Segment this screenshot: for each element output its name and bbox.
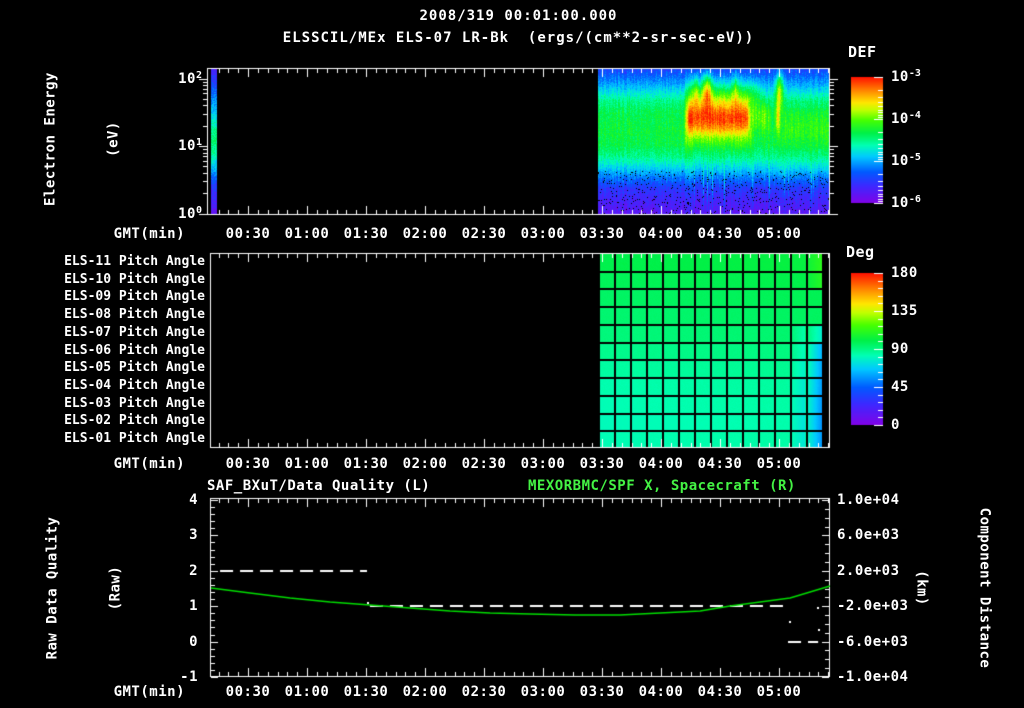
x-tick-label: 01:00 <box>284 226 330 242</box>
energy-tick-label: 102 <box>178 69 202 87</box>
x-tick-label: 02:00 <box>402 226 448 242</box>
energy-tick-label: 101 <box>178 137 202 154</box>
x-tick-label: 01:00 <box>284 456 330 472</box>
quality-y-tick-label: 4 <box>189 492 198 508</box>
def-colorbar-title: DEF <box>848 43 877 61</box>
pitch-row-label: ELS-05 Pitch Angle <box>64 360 205 376</box>
quality-y-tick-label: 2 <box>189 562 198 579</box>
pitch-row-label: ELS-08 Pitch Angle <box>64 307 205 323</box>
x-tick-label: 00:30 <box>225 456 271 472</box>
raw-data-quality-axis-label: Raw Data Quality (Raw) <box>1 517 148 660</box>
plot-title: ELSSCIL/MEx ELS-07 LR-Bk (ergs/(cm**2-sr… <box>282 30 755 46</box>
energy-tick-label: 100 <box>178 204 202 222</box>
x-tick-label: 03:00 <box>520 226 566 242</box>
distance-y-tick-label: -2.0e+03 <box>837 598 909 615</box>
quality-y-tick-label: 0 <box>189 633 198 650</box>
quality-right-title: MEXORBMC/SPF X, Spacecraft (R) <box>528 478 796 494</box>
pitch-row-label: ELS-06 Pitch Angle <box>64 342 205 358</box>
distance-y-tick-label: 1.0e+04 <box>837 492 900 508</box>
x-tick-label: 04:30 <box>697 226 743 242</box>
x-tick-label: 02:30 <box>461 226 507 242</box>
quality-y-tick-label: -1 <box>180 669 198 685</box>
x-tick-label: 02:00 <box>402 456 448 472</box>
electron-energy-axis-label: Electron Energy (eV) <box>0 72 146 206</box>
x-tick-label: 01:30 <box>343 456 389 472</box>
gmt-label-spectrogram: GMT(min) <box>113 226 185 242</box>
x-tick-label: 04:00 <box>638 684 684 700</box>
pitch-row-label: ELS-09 Pitch Angle <box>64 289 205 305</box>
def-colorbar-tick-label: 10-3 <box>891 68 921 85</box>
timestamp: 2008/319 00:01:00.000 <box>419 8 618 24</box>
distance-y-tick-label: 2.0e+03 <box>837 562 900 579</box>
pitch-row-label: ELS-10 Pitch Angle <box>64 271 205 287</box>
pitch-row-label: ELS-01 Pitch Angle <box>64 431 205 447</box>
x-tick-label: 00:30 <box>225 226 271 242</box>
x-tick-label: 04:30 <box>697 684 743 700</box>
gmt-label-pitch: GMT(min) <box>113 456 185 472</box>
x-tick-label: 02:30 <box>461 456 507 472</box>
quality-y-tick-label: 1 <box>189 598 198 615</box>
pitch-row-label: ELS-04 Pitch Angle <box>64 377 205 393</box>
raw-data-quality-axis-label-line2: (Raw) <box>107 565 124 611</box>
x-tick-label: 01:30 <box>343 226 389 242</box>
x-tick-label: 02:00 <box>402 684 448 700</box>
x-tick-label: 05:00 <box>756 226 802 242</box>
quality-left-title: SAF_BXuT/Data Quality (L) <box>207 478 431 494</box>
x-tick-label: 03:30 <box>579 684 625 700</box>
def-colorbar-tick-label: 10-6 <box>891 194 921 211</box>
x-tick-label: 00:30 <box>225 684 271 700</box>
x-tick-label: 01:00 <box>284 684 330 700</box>
x-tick-label: 04:00 <box>638 456 684 472</box>
raw-data-quality-axis-label-line1: Raw Data Quality <box>44 516 61 660</box>
x-tick-label: 03:00 <box>520 456 566 472</box>
def-colorbar-tick-label: 10-4 <box>891 110 921 127</box>
pitch-row-label: ELS-02 Pitch Angle <box>64 413 205 429</box>
deg-colorbar-tick-label: 0 <box>891 417 900 433</box>
deg-colorbar-title: Deg <box>846 243 875 261</box>
electron-energy-axis-label-line1: Electron Energy <box>42 72 59 206</box>
x-tick-label: 05:00 <box>756 456 802 472</box>
x-tick-label: 03:30 <box>579 456 625 472</box>
electron-energy-axis-label-line2: (eV) <box>105 121 122 157</box>
x-tick-label: 02:30 <box>461 684 507 700</box>
def-colorbar-tick-label: 10-5 <box>891 152 921 169</box>
x-tick-label: 03:30 <box>579 226 625 242</box>
gmt-label-quality: GMT(min) <box>113 684 185 700</box>
x-tick-label: 05:00 <box>756 684 802 700</box>
pitch-row-label: ELS-07 Pitch Angle <box>64 324 205 340</box>
x-tick-label: 04:30 <box>697 456 743 472</box>
quality-y-tick-label: 3 <box>189 527 198 544</box>
pitch-row-label: ELS-03 Pitch Angle <box>64 395 205 411</box>
deg-colorbar-tick-label: 90 <box>891 341 909 357</box>
pitch-row-label: ELS-11 Pitch Angle <box>64 253 205 269</box>
x-tick-label: 04:00 <box>638 226 684 242</box>
deg-colorbar-tick-label: 135 <box>891 303 918 319</box>
distance-y-tick-label: 6.0e+03 <box>837 527 900 544</box>
deg-colorbar-tick-label: 180 <box>891 265 918 281</box>
distance-y-tick-label: -1.0e+04 <box>837 669 909 685</box>
x-tick-label: 01:30 <box>343 684 389 700</box>
distance-y-tick-label: -6.0e+03 <box>837 633 909 650</box>
x-tick-label: 03:00 <box>520 684 566 700</box>
deg-colorbar-tick-label: 45 <box>891 379 909 395</box>
component-distance-axis-label-line1: Component Distance <box>976 507 993 669</box>
